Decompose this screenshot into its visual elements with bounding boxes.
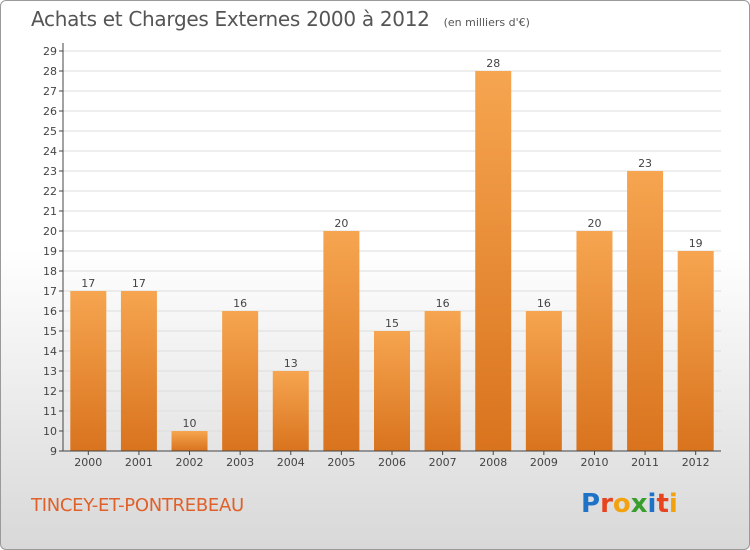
bar: [374, 331, 410, 451]
data-label: 23: [638, 157, 652, 170]
bar: [171, 431, 208, 451]
x-tick-label: 2006: [378, 456, 406, 469]
x-tick-label: 2007: [429, 456, 457, 469]
data-label: 10: [183, 417, 197, 430]
x-tick-label: 2004: [277, 456, 305, 469]
bar: [424, 311, 461, 451]
logo-letter: x: [630, 489, 648, 519]
data-label: 19: [689, 237, 703, 250]
bar: [475, 71, 512, 451]
x-tick-label: 2003: [226, 456, 254, 469]
bar: [677, 251, 714, 451]
y-tick-label: 11: [43, 405, 57, 418]
data-label: 20: [334, 217, 348, 230]
data-label: 13: [284, 357, 298, 370]
commune-name: TINCEY-ET-PONTREBEAU: [31, 495, 244, 516]
x-tick-label: 2008: [479, 456, 507, 469]
y-tick-label: 22: [43, 185, 57, 198]
x-tick-label: 2000: [74, 456, 102, 469]
y-tick-label: 19: [43, 245, 57, 258]
logo-letter: o: [612, 489, 631, 519]
proxiti-logo: Proxiti: [581, 489, 678, 519]
bar: [627, 171, 664, 451]
y-tick-label: 18: [43, 265, 57, 278]
y-tick-label: 21: [43, 205, 57, 218]
x-tick-label: 2012: [682, 456, 710, 469]
y-tick-label: 14: [43, 345, 57, 358]
y-tick-label: 28: [43, 65, 57, 78]
x-tick-label: 2010: [580, 456, 608, 469]
bar: [120, 291, 157, 451]
data-label: 15: [385, 317, 399, 330]
logo-letter: t: [656, 489, 669, 519]
data-label: 20: [587, 217, 601, 230]
data-label: 17: [81, 277, 95, 290]
bar: [323, 231, 360, 451]
bar: [222, 311, 259, 451]
y-tick-label: 29: [43, 45, 57, 58]
data-label: 17: [132, 277, 146, 290]
data-label: 28: [486, 57, 500, 70]
logo-letter: r: [600, 489, 613, 519]
bar: [70, 291, 107, 451]
y-tick-label: 27: [43, 85, 57, 98]
y-tick-label: 17: [43, 285, 57, 298]
chart-subtitle: (en milliers d'€): [443, 16, 530, 29]
bar: [525, 311, 562, 451]
logo-letter: P: [581, 489, 601, 519]
logo-letter: i: [668, 489, 678, 519]
y-tick-label: 24: [43, 145, 57, 158]
y-tick-label: 10: [43, 425, 57, 438]
bar: [272, 371, 309, 451]
chart-title: Achats et Charges Externes 2000 à 2012 (…: [31, 7, 530, 31]
x-tick-label: 2002: [176, 456, 204, 469]
y-tick-label: 20: [43, 225, 57, 238]
x-tick-label: 2005: [327, 456, 355, 469]
y-tick-label: 26: [43, 105, 57, 118]
y-tick-label: 16: [43, 305, 57, 318]
data-label: 16: [233, 297, 247, 310]
bar: [576, 231, 613, 451]
data-label: 16: [436, 297, 450, 310]
y-tick-label: 13: [43, 365, 57, 378]
chart-title-text: Achats et Charges Externes 2000 à 2012: [31, 7, 430, 31]
x-tick-label: 2011: [631, 456, 659, 469]
y-tick-label: 23: [43, 165, 57, 178]
x-tick-label: 2009: [530, 456, 558, 469]
y-tick-label: 9: [50, 445, 57, 458]
y-tick-label: 15: [43, 325, 57, 338]
x-tick-label: 2001: [125, 456, 153, 469]
y-tick-label: 25: [43, 125, 57, 138]
logo-letter: i: [647, 489, 657, 519]
data-label: 16: [537, 297, 551, 310]
y-tick-label: 12: [43, 385, 57, 398]
